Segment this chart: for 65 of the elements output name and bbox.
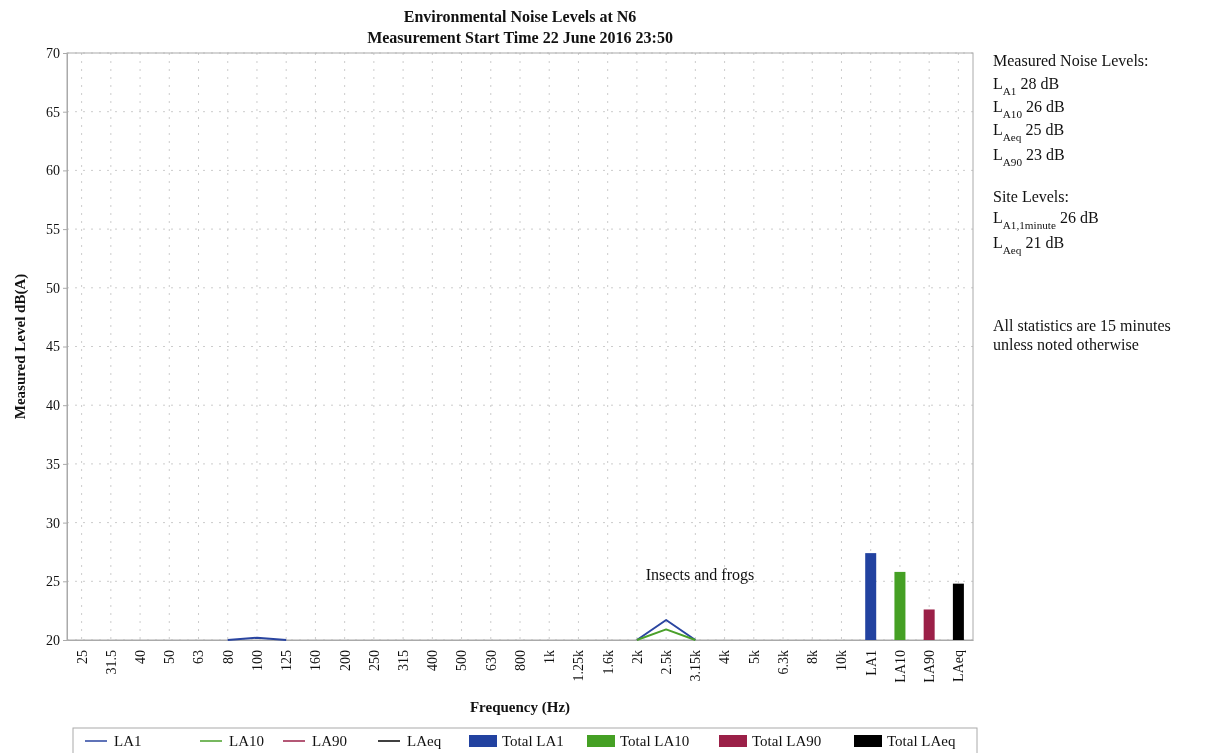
text: Site Levels:	[993, 188, 1069, 205]
x-tick-label: 8k	[805, 650, 821, 664]
x-tick-label: 80	[220, 650, 236, 664]
legend-label: Total LA10	[620, 733, 690, 749]
y-axis-title: Measured Level dB(A)	[12, 273, 29, 420]
x-tick-label: 31.5	[103, 650, 119, 675]
x-tick-label: 2k	[629, 650, 645, 664]
chart-subtitle: Measurement Start Time 22 June 2016 23:50	[367, 29, 673, 46]
x-tick-label: 160	[308, 650, 324, 671]
y-tick-label: 45	[46, 339, 60, 355]
x-tick-label: 2.5k	[659, 650, 675, 675]
legend-label: LA1	[114, 733, 142, 749]
x-tick-label: 1k	[542, 650, 558, 664]
chart-title: Environmental Noise Levels at N6	[403, 8, 637, 25]
x-tick-label: 1.6k	[600, 650, 616, 675]
text: L$_{A10}$ 26 dB	[993, 98, 1065, 120]
x-tick-label: 500	[454, 650, 470, 671]
x-tick-label: 3.15k	[688, 650, 704, 682]
legend-label: LA90	[312, 733, 347, 749]
y-tick-label: 35	[46, 456, 60, 472]
x-tick-label: 63	[191, 650, 207, 664]
legend-label: LA10	[229, 733, 264, 749]
x-axis-title: Frequency (Hz)	[469, 699, 571, 716]
y-tick-label: 40	[46, 398, 60, 414]
x-tick-label: 10k	[834, 650, 850, 671]
legend-label: Total LA1	[502, 733, 564, 749]
x-tick-label: 400	[425, 650, 441, 671]
x-tick-label: LA10	[892, 650, 908, 683]
legend-label: Total LA90	[752, 733, 822, 749]
text: L$_{Aeq}$ 21 dB	[993, 234, 1065, 256]
text: L$_{A90}$ 23 dB	[993, 146, 1065, 168]
text: L$_{A1}$ 28 dB	[993, 75, 1060, 97]
x-tick-label: 50	[162, 650, 178, 664]
y-tick-label: 65	[46, 104, 60, 120]
y-tick-label: 25	[46, 574, 60, 590]
annotation: Insects and frogs	[645, 566, 755, 584]
text: L$_{A1,1minute}$ 26 dB	[993, 209, 1099, 231]
x-tick-label: 5k	[746, 650, 762, 664]
x-tick-label: LA90	[922, 650, 938, 683]
legend-label: LAeq	[407, 733, 442, 749]
text: unless noted otherwise	[993, 336, 1139, 353]
y-tick-label: 70	[46, 45, 60, 61]
x-tick-label: 40	[132, 650, 148, 664]
y-tick-label: 50	[46, 280, 60, 296]
x-tick-label: LAeq	[951, 650, 967, 682]
text: Measured Noise Levels:	[993, 52, 1149, 69]
x-tick-label: 125	[279, 650, 295, 671]
y-tick-label: 20	[46, 632, 60, 648]
text: L$_{Aeq}$ 25 dB	[993, 121, 1065, 143]
x-tick-label: 4k	[717, 650, 733, 664]
x-tick-label: 200	[337, 650, 353, 671]
y-tick-label: 30	[46, 515, 60, 531]
text: All statistics are 15 minutes	[993, 317, 1171, 334]
y-tick-label: 55	[46, 222, 60, 238]
x-tick-label: LA1	[863, 650, 879, 676]
x-tick-label: 315	[396, 650, 411, 671]
x-tick-label: 630	[483, 650, 499, 671]
x-tick-label: 25	[74, 650, 90, 664]
legend-label: Total LAeq	[887, 733, 957, 749]
x-tick-label: 1.25k	[571, 650, 587, 682]
x-tick-label: 6.3k	[775, 650, 791, 675]
x-tick-label: 100	[249, 650, 265, 671]
y-tick-label: 60	[46, 163, 60, 179]
x-tick-label: 800	[512, 650, 528, 671]
x-tick-label: 250	[366, 650, 382, 671]
